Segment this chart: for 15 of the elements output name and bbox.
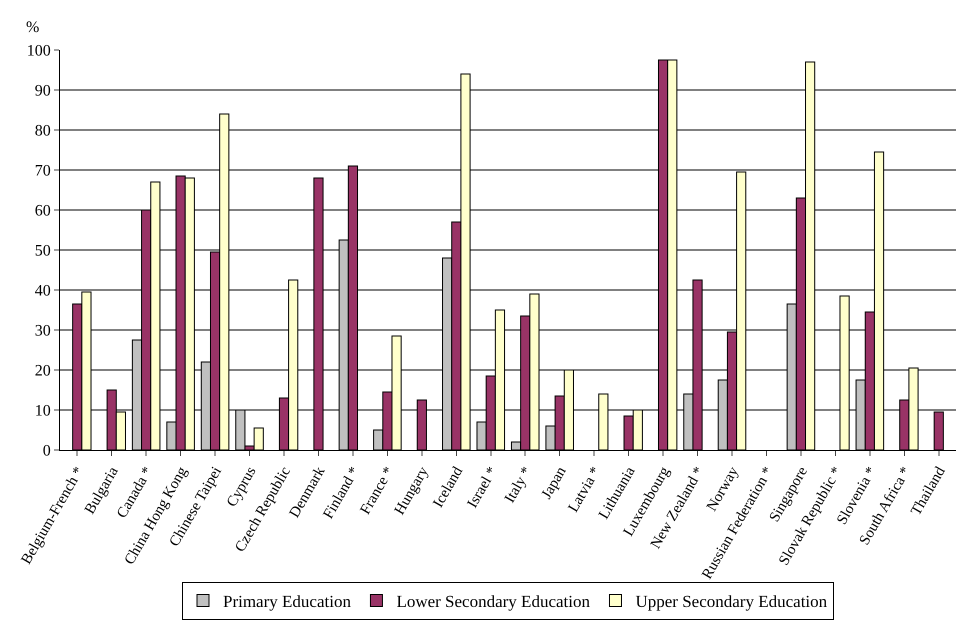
y-tick-label: 40 (34, 282, 51, 300)
y-tick-label: 30 (34, 322, 51, 340)
y-tick-label: 90 (34, 82, 51, 100)
y-tick-label: 80 (34, 122, 51, 140)
y-tick-label: 60 (34, 202, 51, 220)
legend-label: Upper Secondary Education (635, 592, 828, 612)
y-tick-label: 0 (42, 442, 51, 460)
y-tick-label: 70 (34, 162, 51, 180)
y-tick-label: 50 (34, 242, 51, 260)
legend-label: Primary Education (223, 592, 352, 612)
y-tick-label: 20 (34, 362, 51, 380)
y-tick-label: 10 (34, 402, 51, 420)
y-tick-label: 100 (26, 42, 51, 60)
legend-label: Lower Secondary Education (396, 592, 590, 612)
y-axis-title: % (26, 19, 40, 36)
